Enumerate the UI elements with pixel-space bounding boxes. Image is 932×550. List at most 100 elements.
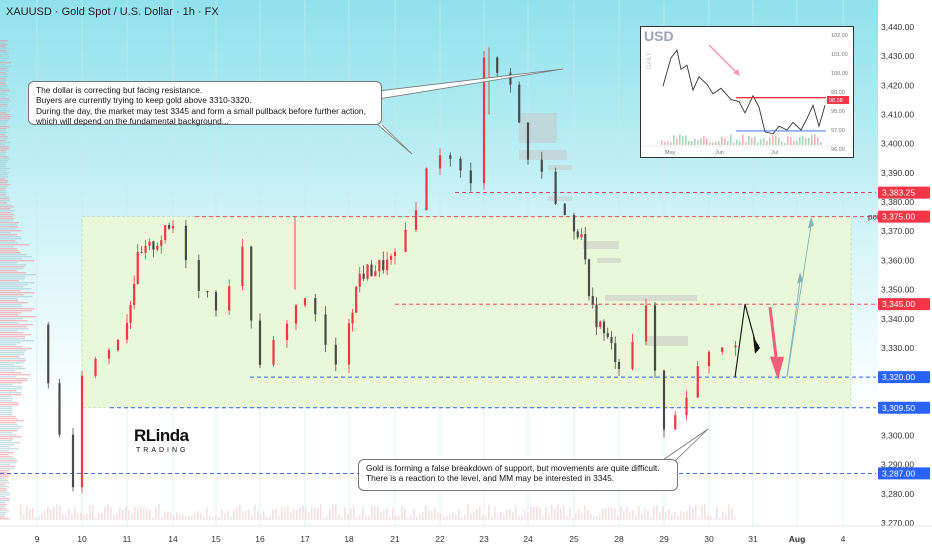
volume-profile-bar	[0, 192, 7, 194]
volume-profile-bar	[0, 472, 8, 474]
volume-bar	[80, 512, 82, 520]
inset-down-arrowhead	[733, 69, 740, 76]
volume-bar	[374, 506, 376, 520]
volume-bar	[647, 510, 649, 520]
inset-volume-bar	[748, 136, 750, 145]
inset-volume-bar	[706, 138, 708, 145]
volume-profile-bar	[0, 424, 18, 426]
volume-bar	[56, 504, 58, 520]
volume-bar	[332, 504, 334, 520]
volume-profile-bar	[0, 452, 14, 454]
candle-body	[606, 333, 609, 337]
volume-bar	[347, 514, 349, 520]
volume-profile-bar	[0, 448, 19, 450]
x-tick-label: 21	[390, 534, 400, 544]
volume-bar	[455, 514, 457, 520]
volume-bar	[371, 506, 373, 520]
supply-block	[597, 258, 621, 263]
inset-volume-bar	[814, 134, 816, 145]
volume-bar	[650, 516, 652, 520]
volume-profile-bar	[0, 150, 7, 152]
supply-block	[646, 336, 688, 346]
callout-top-line: which will depend on the fundamental bac…	[36, 116, 229, 127]
volume-bar	[476, 508, 478, 520]
volume-profile-bar	[0, 166, 7, 168]
candle-body	[469, 170, 472, 184]
volume-bar	[176, 512, 178, 520]
volume-bar	[380, 511, 382, 520]
candle-body	[362, 273, 365, 279]
volume-bar	[632, 510, 634, 520]
supply-block	[548, 196, 572, 201]
volume-profile-bar	[0, 212, 12, 214]
volume-bar	[506, 509, 508, 520]
volume-bar	[356, 516, 358, 520]
volume-profile-bar	[0, 282, 35, 284]
volume-bar	[224, 513, 226, 520]
volume-bar	[65, 515, 67, 520]
volume-bar	[38, 516, 40, 520]
volume-profile-bar	[0, 470, 10, 472]
volume-bar	[170, 512, 172, 520]
candle-body	[80, 375, 84, 488]
candle-body	[595, 304, 598, 328]
volume-bar	[188, 515, 190, 520]
volume-bar	[683, 512, 685, 520]
inset-volume-bar	[793, 141, 795, 145]
candle-body	[167, 225, 171, 229]
candle-body	[576, 231, 579, 238]
candle-body	[228, 286, 231, 311]
inset-volume-bar	[787, 136, 789, 145]
volume-bar	[629, 512, 631, 520]
inset-y-tick: 98.00	[831, 109, 845, 115]
volume-profile-bar	[0, 126, 10, 128]
volume-profile-bar	[0, 182, 8, 184]
volume-bar	[443, 516, 445, 520]
volume-bar	[497, 517, 499, 520]
volume-profile-bar	[0, 374, 31, 376]
inset-volume-bar	[775, 135, 777, 145]
volume-profile-bar	[0, 244, 30, 246]
volume-bar	[722, 511, 724, 520]
volume-profile-bar	[0, 498, 11, 500]
volume-profile-bar	[0, 176, 9, 178]
volume-profile-bar	[0, 340, 34, 342]
volume-profile-bar	[0, 106, 8, 108]
volume-bar	[299, 507, 301, 520]
candle-body	[107, 350, 111, 359]
volume-bar	[410, 515, 412, 520]
volume-profile-bar	[0, 62, 11, 64]
volume-profile-bar	[0, 88, 9, 90]
volume-bar	[314, 507, 316, 520]
volume-bar	[350, 508, 352, 520]
candle-body	[696, 366, 699, 398]
volume-profile-bar	[0, 402, 19, 404]
volume-profile-bar	[0, 504, 7, 506]
inset-volume-bar	[799, 137, 801, 145]
volume-bar	[77, 513, 79, 520]
volume-bar	[254, 505, 256, 520]
volume-profile-bar	[0, 136, 8, 138]
volume-bar	[50, 509, 52, 520]
volume-profile-bar	[0, 298, 18, 300]
support-zone	[81, 216, 852, 409]
volume-bar	[263, 511, 265, 520]
inset-volume-bar	[739, 141, 741, 145]
volume-bar	[203, 516, 205, 520]
candle-body	[425, 168, 428, 211]
volume-bar	[194, 514, 196, 520]
volume-bar	[698, 517, 700, 520]
inset-title: USD	[644, 28, 674, 44]
volume-bar	[578, 509, 580, 520]
volume-bar	[233, 509, 235, 520]
inset-volume-bar	[736, 139, 738, 145]
volume-profile-bar	[0, 460, 18, 462]
volume-bar	[596, 516, 598, 520]
candle-body	[572, 214, 576, 232]
volume-bar	[212, 517, 214, 520]
inset-volume-bar	[811, 134, 813, 145]
candle-body	[324, 314, 327, 345]
volume-profile-bar	[0, 260, 35, 262]
price-tag	[878, 186, 930, 199]
volume-bar	[236, 506, 238, 520]
